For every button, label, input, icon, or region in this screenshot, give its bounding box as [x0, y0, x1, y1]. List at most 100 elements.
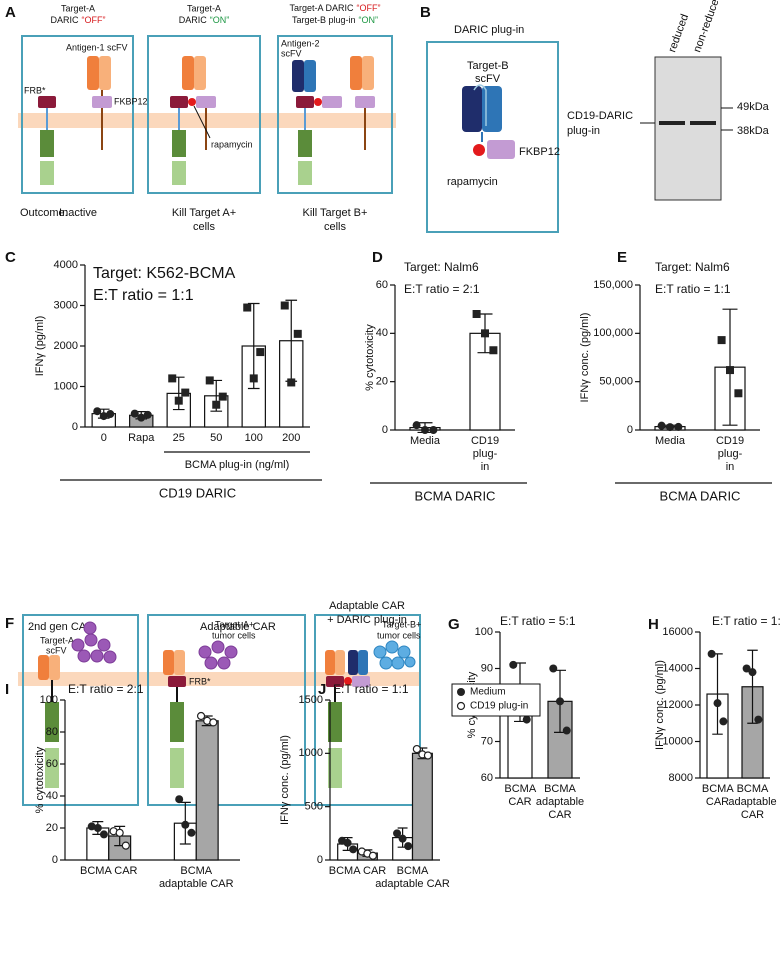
data-point	[174, 396, 183, 405]
data-point	[412, 421, 421, 430]
y-tick-label: 70	[481, 735, 493, 747]
y-tick-label: 0	[382, 424, 388, 436]
header: Target-A DARIC “OFF”	[289, 3, 380, 13]
panel-letter: D	[372, 249, 383, 266]
scfv	[304, 60, 316, 92]
panel-letter: C	[5, 249, 16, 266]
label: FKBP12	[114, 96, 148, 106]
data-point	[280, 301, 289, 310]
data-point	[121, 841, 130, 850]
data-point	[489, 346, 498, 355]
tumor-cells	[373, 640, 416, 670]
signal-domain	[45, 702, 59, 742]
data-point	[249, 374, 258, 383]
signal-domain	[40, 161, 54, 185]
state: “OFF”	[357, 3, 381, 13]
tumor-cells	[198, 640, 238, 670]
y-axis-label: % cytotoxicity	[34, 746, 46, 813]
y-tick-label: 8000	[669, 772, 693, 784]
x-tick-label: CD19 plug-in	[715, 435, 745, 473]
label: Target-A+	[215, 619, 254, 629]
header: DARIC “ON”	[179, 15, 230, 25]
data-point	[168, 374, 177, 383]
annotation: E:T ratio = 1:1	[655, 282, 731, 296]
data-point	[143, 410, 152, 419]
panel-letter: F	[5, 615, 14, 632]
bar	[195, 720, 219, 861]
header-part: DARIC	[50, 15, 79, 25]
y-tick-label: 50,000	[599, 376, 633, 388]
x-tick-label-box: BCMA adaptable CAR	[158, 865, 234, 890]
state: “ON”	[359, 15, 379, 25]
x-tick-label-box: BCMA CAR	[80, 865, 138, 877]
data-point	[742, 664, 751, 673]
data-point	[115, 828, 124, 837]
header: Target-B plug-in “ON”	[292, 15, 378, 25]
pointer	[193, 105, 211, 139]
x-tick-label-box: BCMA adaptable CAR	[536, 783, 584, 821]
y-tick-label: 16000	[662, 626, 693, 638]
frb	[170, 96, 188, 108]
header: Target-A	[61, 3, 95, 13]
header: DARIC “OFF”	[50, 15, 105, 25]
data-point	[421, 426, 429, 434]
data-point	[293, 329, 302, 338]
legend-marker	[456, 701, 466, 711]
x-tick-label: 50	[210, 432, 223, 444]
scfv	[362, 56, 374, 90]
size-marker: 49kDa	[737, 101, 770, 113]
signal-domain	[328, 702, 342, 742]
y-axis-label: IFNγ conc. (pg/ml)	[279, 735, 291, 825]
panel-b: B DARIC plug-in Target-B scFV FKBP12 rap…	[420, 0, 770, 233]
x-tick-label: 25	[172, 432, 185, 444]
box	[277, 35, 393, 194]
data-point	[404, 842, 413, 851]
scfv	[163, 650, 174, 675]
signal-domain	[45, 748, 59, 788]
x-tick-label-box: 200	[282, 432, 300, 444]
outcome: Kill Target A+	[172, 207, 236, 219]
y-tick-label: 100,000	[593, 327, 633, 339]
data-point	[209, 718, 218, 727]
panel-letter: E	[617, 249, 627, 266]
annotation: Target: Nalm6	[404, 260, 479, 274]
y-tick-label: 100	[40, 694, 58, 706]
y-tick-label: 10000	[662, 735, 693, 747]
linker	[473, 84, 487, 126]
x-tick-label: BCMA CAR	[504, 783, 537, 808]
fkbp	[487, 140, 515, 159]
x-tick-label-box: Media	[655, 435, 685, 447]
legend-label: Medium	[470, 687, 506, 698]
x-tick-label: BCMA adaptable CAR	[375, 865, 450, 890]
data-point	[509, 660, 518, 669]
lane-label: reduced	[666, 13, 691, 54]
box	[22, 614, 139, 806]
x-tick-label-box: 25	[172, 432, 185, 444]
data-point	[522, 715, 531, 724]
data-point	[393, 829, 402, 838]
label: scFV	[475, 73, 501, 85]
data-point	[343, 838, 352, 847]
y-tick-label: 14000	[662, 662, 693, 674]
fkbp	[355, 96, 375, 108]
x-tick-label-box: CD19 plug-in	[471, 435, 499, 473]
chart: C Target: K562-BCMA E:T ratio = 1:1 IFNγ (p…	[5, 249, 322, 500]
data-point	[87, 822, 96, 831]
x-tick-label: BCMA CAR	[80, 865, 138, 877]
lane-label: non-reduced	[691, 0, 723, 54]
panel-f: F 2nd gen CAR Adaptable CAR Adaptable CA…	[5, 600, 421, 806]
frb	[296, 96, 314, 108]
y-tick-label: 3000	[54, 299, 78, 311]
chart: D Target: Nalm6 E:T ratio = 2:1 % cytotoxic…	[364, 249, 527, 503]
x-tick-label-box: Rapa	[128, 432, 154, 444]
scfv	[99, 56, 111, 90]
outcome: Inactive	[59, 207, 97, 219]
box	[314, 614, 421, 806]
signal-domain	[298, 130, 312, 157]
data-point	[666, 423, 674, 432]
fkbp	[92, 96, 112, 108]
x-tick-label: BCMA adaptable CAR	[158, 865, 234, 890]
scfv	[325, 650, 335, 675]
